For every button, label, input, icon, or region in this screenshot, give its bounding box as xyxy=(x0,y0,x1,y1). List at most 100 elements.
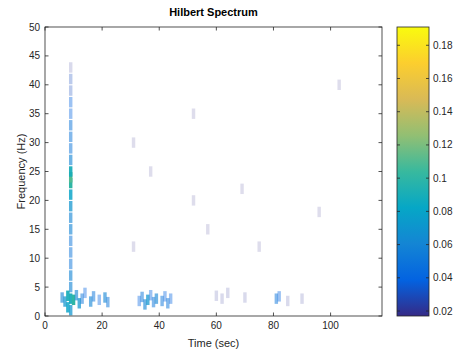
x-tick xyxy=(102,313,103,317)
spectrum-point xyxy=(132,241,135,251)
spectrum-point xyxy=(69,189,72,199)
y-tick-right xyxy=(379,113,383,114)
y-tick xyxy=(45,55,49,56)
spectrum-point xyxy=(69,108,72,118)
colorbar-tick xyxy=(426,78,429,79)
spectrum-point xyxy=(206,224,209,234)
spectrum-point xyxy=(149,166,152,176)
spectrum-point xyxy=(257,241,260,251)
spectrum-point xyxy=(69,213,72,223)
spectrum-point xyxy=(69,201,72,211)
x-tick xyxy=(45,313,46,317)
spectrum-point xyxy=(220,293,223,303)
colorbar-tick-label: 0.12 xyxy=(433,139,453,150)
figure: 02040608010005101520253035404550Hilbert … xyxy=(0,0,474,355)
colorbar-tick-label: 0.16 xyxy=(433,73,453,84)
y-tick-right xyxy=(379,55,383,56)
colorbar-tick-label: 0.04 xyxy=(433,272,453,283)
colorbar-tick-label: 0.08 xyxy=(433,206,453,217)
spectrum-point xyxy=(69,247,72,257)
x-tick-top xyxy=(45,27,46,31)
spectrum-point xyxy=(83,288,86,298)
y-tick-label: 50 xyxy=(29,22,41,33)
colorbar-tick xyxy=(426,178,429,179)
colorbar-tick-left xyxy=(397,211,400,212)
x-tick-label: 20 xyxy=(97,320,109,331)
x-tick xyxy=(273,313,274,317)
colorbar-tick-label: 0.18 xyxy=(433,40,453,51)
x-tick-label: 60 xyxy=(211,320,223,331)
spectrum-point xyxy=(69,224,72,234)
y-tick-right xyxy=(379,258,383,259)
spectrum-point xyxy=(66,291,69,301)
spectrum-point xyxy=(243,292,246,302)
spectrum-point xyxy=(69,97,72,107)
colorbar-tick-label: 0.1 xyxy=(433,173,447,184)
plot-area xyxy=(45,27,382,316)
colorbar xyxy=(397,27,429,316)
spectrum-point xyxy=(132,137,135,147)
y-tick-right xyxy=(379,84,383,85)
x-tick-top xyxy=(159,27,160,31)
axes-box xyxy=(45,27,382,316)
spectrum-point xyxy=(69,120,72,130)
colorbar-tick xyxy=(426,144,429,145)
spectrum-point xyxy=(92,291,95,301)
y-tick xyxy=(45,113,49,114)
spectrum-point xyxy=(192,108,195,118)
y-tick-label: 25 xyxy=(29,166,41,177)
colorbar-tick-left xyxy=(397,244,400,245)
x-tick-label: 100 xyxy=(322,320,339,331)
spectrum-point xyxy=(300,293,303,303)
y-tick xyxy=(45,287,49,288)
colorbar-tick-left xyxy=(397,45,400,46)
y-tick-label: 5 xyxy=(34,282,40,293)
x-tick xyxy=(216,313,217,317)
y-tick-label: 10 xyxy=(29,253,41,264)
y-tick-right xyxy=(379,229,383,230)
y-tick-right xyxy=(379,171,383,172)
spectrum-point xyxy=(337,80,340,90)
x-axis-label: Time (sec) xyxy=(188,337,240,349)
y-tick xyxy=(45,316,49,317)
x-tick-label: 40 xyxy=(154,320,166,331)
marks xyxy=(60,62,340,315)
y-tick-label: 35 xyxy=(29,108,41,119)
spectrum-point xyxy=(317,207,320,217)
x-tick-top xyxy=(216,27,217,31)
y-tick-label: 15 xyxy=(29,224,41,235)
background xyxy=(0,0,474,355)
colorbar-tick-label: 0.02 xyxy=(433,306,453,317)
spectrum-point xyxy=(69,74,72,84)
y-tick-label: 40 xyxy=(29,79,41,90)
x-tick-top xyxy=(273,27,274,31)
colorbar-tick-left xyxy=(397,277,400,278)
y-tick-label: 0 xyxy=(34,311,40,322)
y-tick xyxy=(45,142,49,143)
spectrum-point xyxy=(69,143,72,153)
spectrum-point xyxy=(240,184,243,194)
spectrum-point xyxy=(215,291,218,301)
x-tick xyxy=(159,313,160,317)
spectrum-point xyxy=(98,295,101,305)
title: Hilbert Spectrum xyxy=(169,6,258,18)
colorbar-tick-left xyxy=(397,144,400,145)
spectrum-point xyxy=(155,293,158,303)
y-tick xyxy=(45,84,49,85)
colorbar-tick-label: 0.14 xyxy=(433,106,453,117)
spectrum-point xyxy=(69,236,72,246)
colorbar-tick xyxy=(426,311,429,312)
spectrum-point xyxy=(106,297,109,307)
x-tick-top xyxy=(102,27,103,31)
spectrum-point xyxy=(69,85,72,95)
spectrum-point xyxy=(69,155,72,165)
y-tick xyxy=(45,258,49,259)
y-tick-label: 20 xyxy=(29,195,41,206)
spectrum-point xyxy=(277,291,280,301)
spectrum-point xyxy=(192,195,195,205)
y-tick-right xyxy=(379,142,383,143)
colorbar-tick-left xyxy=(397,178,400,179)
y-tick-right xyxy=(379,316,383,317)
colorbar-tick xyxy=(426,45,429,46)
colorbar-tick-left xyxy=(397,78,400,79)
